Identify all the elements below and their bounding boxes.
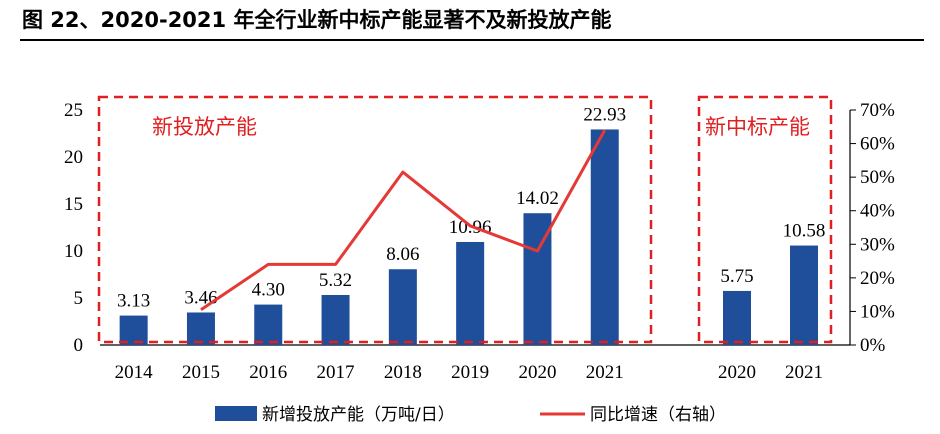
- legend-label-bar: 新增投放产能（万吨/日）: [262, 405, 455, 425]
- x-tick-label: 2021: [785, 362, 823, 383]
- x-tick-label: 2018: [384, 362, 422, 383]
- bar: [321, 294, 350, 345]
- regions: 新投放产能 新中标产能: [97, 95, 833, 344]
- bar-value-label: 8.06: [386, 244, 419, 265]
- bars: 3.13 3.46 4.30 5.32 8.06 10.96 14.02 22.93 5.75 1…: [117, 104, 825, 345]
- bar-value-label: 10.58: [783, 221, 826, 242]
- x-tick-label: 2020: [718, 362, 756, 383]
- bar: [186, 312, 215, 345]
- bar: [388, 269, 417, 345]
- axes: 0 5 10 15 20 25 0% 10% 20% 30% 40% 50% 60% 70% 2014 201…: [64, 100, 895, 383]
- x-tick-label: 2021: [586, 362, 624, 383]
- bar-value-label: 5.75: [720, 266, 753, 287]
- x-tick-label: 2016: [249, 362, 287, 383]
- bar: [723, 290, 751, 345]
- left-tick-label: 20: [64, 147, 83, 168]
- bar-value-label: 3.13: [117, 291, 150, 312]
- region-label-new-launch: 新投放产能: [152, 115, 257, 139]
- x-tick-label: 2019: [451, 362, 489, 383]
- bar: [254, 304, 283, 345]
- left-tick-label: 0: [74, 335, 84, 356]
- left-tick-label: 5: [74, 288, 84, 309]
- right-tick-label: 40%: [860, 201, 895, 222]
- bar-value-label: 5.32: [319, 270, 352, 291]
- x-tick-label: 2020: [518, 362, 556, 383]
- x-tick-label: 2015: [182, 362, 220, 383]
- growth-line: [200, 129, 607, 311]
- region-box-new-bid: [697, 95, 833, 344]
- bar-value-label: 4.30: [252, 280, 285, 301]
- right-tick-label: 50%: [860, 167, 895, 188]
- growth-line-path: [200, 129, 607, 311]
- right-tick-label: 30%: [860, 234, 895, 255]
- right-tick-label: 60%: [860, 134, 895, 155]
- right-tick-label: 0%: [860, 335, 886, 356]
- legend: 新增投放产能（万吨/日） 同比增速（右轴）: [215, 405, 726, 425]
- right-tick-label: 10%: [860, 301, 895, 322]
- bar: [119, 315, 148, 345]
- bar: [456, 241, 485, 345]
- bar: [790, 245, 818, 345]
- region-box-new-launch: [97, 95, 653, 344]
- bar-value-label: 22.93: [583, 104, 626, 125]
- left-tick-label: 15: [64, 194, 83, 215]
- region-label-new-bid: 新中标产能: [705, 115, 810, 139]
- x-tick-label: 2017: [317, 362, 355, 383]
- bar-value-label: 14.02: [516, 188, 559, 209]
- bar-value-label: 10.96: [449, 217, 492, 238]
- left-tick-label: 25: [64, 100, 83, 121]
- bar: [590, 129, 619, 345]
- legend-swatch-bar: [215, 406, 257, 421]
- left-tick-label: 10: [64, 241, 83, 262]
- x-tick-label: 2014: [115, 362, 154, 383]
- bar-value-label: 3.46: [184, 287, 217, 308]
- title-rule: [20, 39, 924, 41]
- legend-label-line: 同比增速（右轴）: [590, 405, 726, 425]
- right-tick-label: 20%: [860, 268, 895, 289]
- chart-title: 图 22、2020-2021 年全行业新中标产能显著不及新投放产能: [22, 8, 612, 32]
- right-tick-label: 70%: [860, 100, 895, 121]
